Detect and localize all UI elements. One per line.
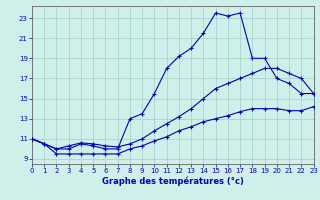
X-axis label: Graphe des températures (°c): Graphe des températures (°c) xyxy=(102,177,244,186)
